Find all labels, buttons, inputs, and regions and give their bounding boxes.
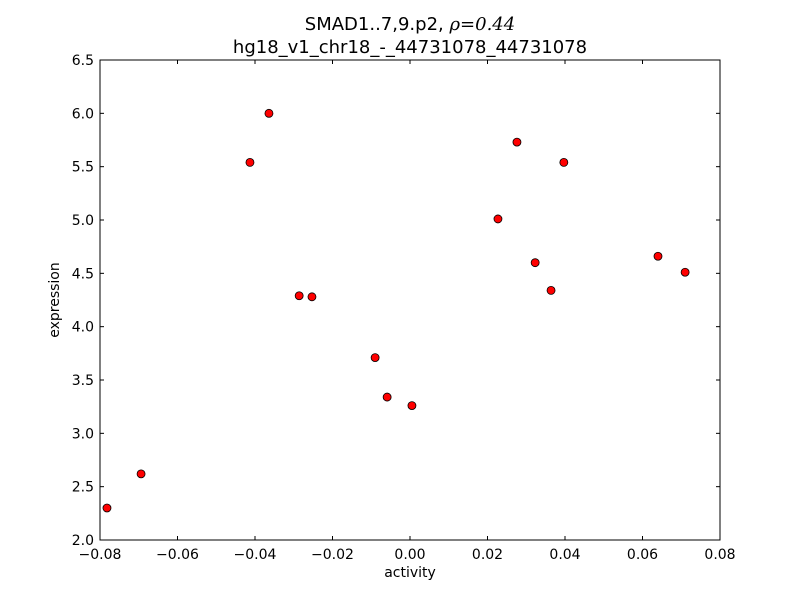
- data-point: [294, 291, 304, 301]
- data-point: [680, 267, 690, 277]
- y-tick-label: 4.0: [72, 320, 94, 336]
- x-axis-label: activity: [384, 565, 436, 581]
- title-rho: ρ=0.44: [448, 14, 515, 35]
- y-tick-label: 6.0: [72, 106, 94, 122]
- plot-frame: [99, 59, 721, 541]
- data-points: [102, 108, 690, 513]
- data-point: [245, 157, 255, 167]
- data-point: [264, 108, 274, 118]
- data-point: [407, 401, 417, 411]
- data-point: [370, 353, 380, 363]
- y-tick-label: 5.5: [72, 160, 94, 176]
- title-prefix: SMAD1..7,9.p2,: [305, 14, 450, 35]
- data-point: [102, 503, 112, 513]
- data-point: [546, 285, 556, 295]
- y-tick-label: 3.0: [72, 426, 94, 442]
- chart-title-line2: hg18_v1_chr18_-_44731078_44731078: [233, 37, 587, 58]
- x-tick-label: 0.06: [627, 547, 658, 563]
- x-tick-label: −0.02: [311, 547, 354, 563]
- axis-ticks: −0.08 −0.06 −0.04 −0.02 0.00 0.02 0.04 0.06 0.08…: [72, 53, 736, 563]
- y-tick-label: 3.5: [72, 373, 94, 389]
- x-tick-label: −0.08: [79, 547, 122, 563]
- x-tick-label: −0.06: [156, 547, 199, 563]
- data-point: [559, 157, 569, 167]
- x-tick-label: 0.00: [394, 547, 425, 563]
- data-point: [493, 214, 503, 224]
- y-tick-label: 5.0: [72, 213, 94, 229]
- y-tick-label: 2.5: [72, 480, 94, 496]
- x-tick-label: 0.02: [472, 547, 503, 563]
- x-tick-label: −0.04: [234, 547, 277, 563]
- data-point: [307, 292, 317, 302]
- x-tick-label: 0.04: [549, 547, 580, 563]
- data-point: [136, 469, 146, 479]
- data-point: [530, 258, 540, 268]
- y-tick-label: 4.5: [72, 266, 94, 282]
- x-tick-label: 0.08: [704, 547, 735, 563]
- data-point: [512, 137, 522, 147]
- y-axis-label: expression: [47, 262, 63, 338]
- y-tick-label: 6.5: [72, 53, 94, 69]
- data-point: [382, 392, 392, 402]
- y-tick-label: 2.0: [72, 533, 94, 549]
- data-point: [653, 251, 663, 261]
- chart-title-line1: SMAD1..7,9.p2, ρ=0.44: [305, 14, 515, 35]
